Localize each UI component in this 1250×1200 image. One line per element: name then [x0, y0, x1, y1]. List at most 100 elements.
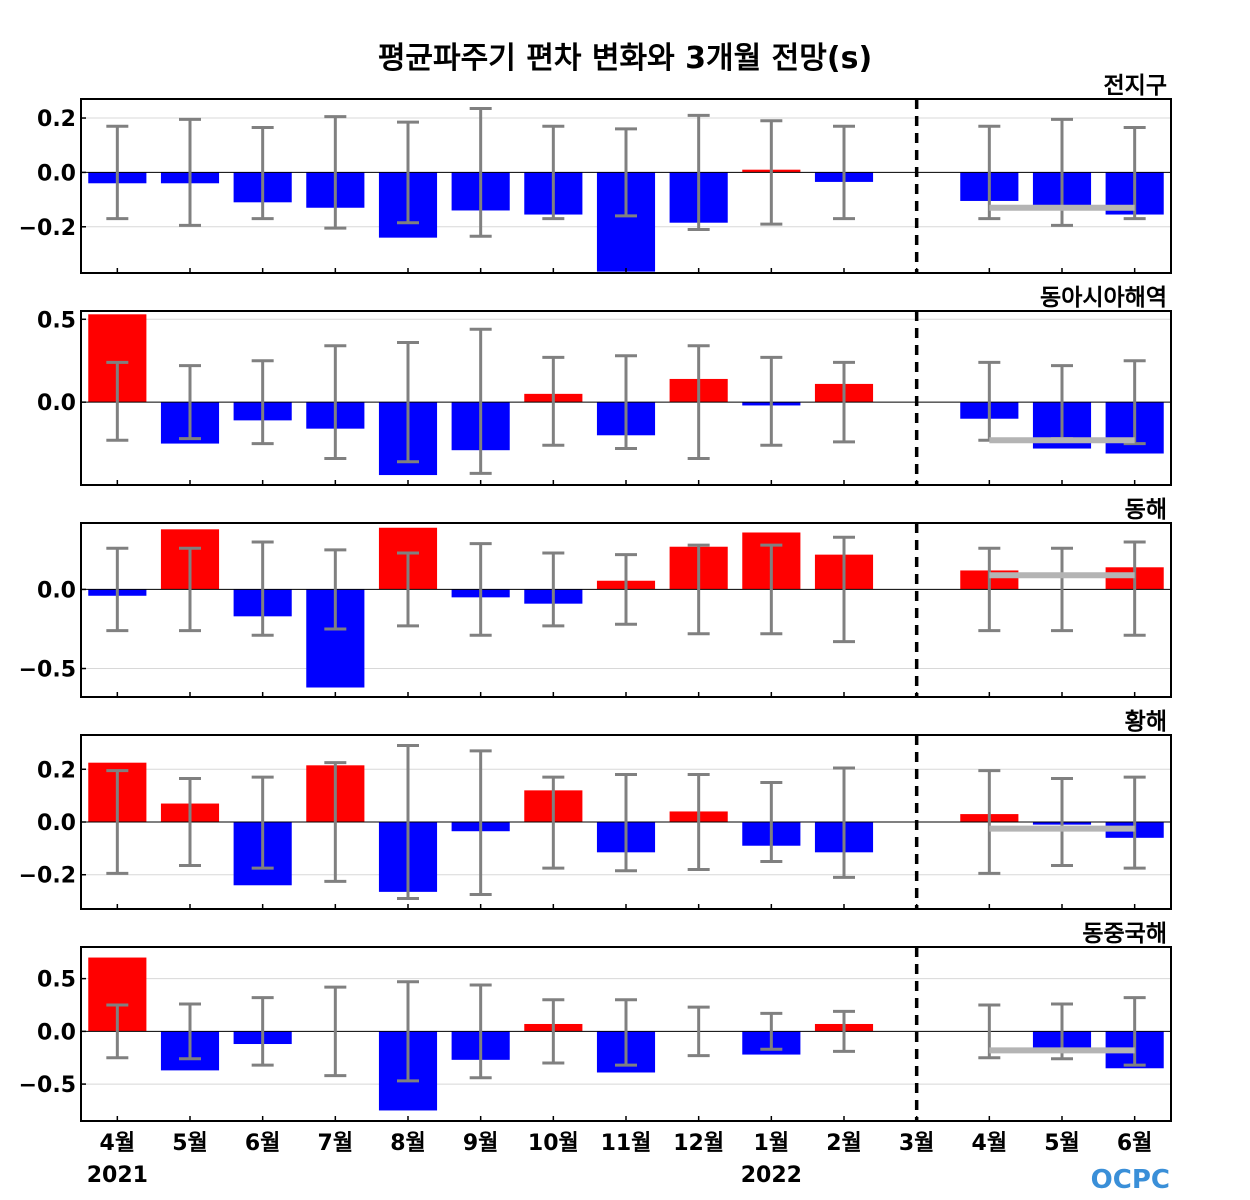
error-bar	[833, 360, 855, 444]
chart-title: 평균파주기 편차 변화와 3개월 전망(s)	[378, 41, 872, 76]
ocpc-logo: OCPC	[1091, 1165, 1170, 1195]
error-bar	[469, 542, 492, 637]
error-bar	[1123, 775, 1146, 870]
panel-frame	[80, 734, 1172, 910]
error-bar	[469, 983, 492, 1080]
x-tick-label: 6월	[245, 1131, 281, 1156]
error-bar	[978, 546, 1001, 633]
error-bar	[106, 124, 129, 221]
error-bar	[251, 775, 274, 870]
y-tick-label: 0.0	[37, 161, 76, 186]
error-bar	[1051, 777, 1073, 867]
error-bar	[397, 340, 419, 464]
panel-1: 0.2 0.0 −0.2 전지구	[19, 73, 1172, 274]
y-tick-label: 0.0	[37, 1020, 76, 1045]
panel-label: 동중국해	[1082, 921, 1167, 947]
error-bar	[1123, 996, 1146, 1067]
x-tick-label: 11월	[601, 1131, 652, 1156]
panel-frame	[80, 522, 1172, 698]
panel-frame	[80, 946, 1172, 1122]
error-bar	[324, 344, 347, 460]
error-bar	[469, 749, 492, 896]
x-tick-label: 12월	[673, 1131, 724, 1156]
x-tick-label: 4월	[100, 1131, 136, 1156]
y-tick-label: −0.2	[19, 216, 76, 241]
y-tick-label: 0.5	[37, 308, 76, 333]
x-tick-label: 6월	[1117, 1131, 1153, 1156]
error-bar	[615, 998, 637, 1067]
error-bar	[397, 980, 419, 1083]
error-bar	[615, 354, 637, 451]
year-label: 2021	[87, 1163, 148, 1188]
y-tick-label: 0.0	[37, 391, 76, 416]
error-bar	[397, 744, 419, 900]
error-bar	[687, 773, 710, 871]
error-bar	[179, 364, 201, 441]
error-bar	[687, 113, 710, 231]
error-bar	[542, 775, 565, 870]
error-bar	[106, 769, 129, 875]
error-bar	[542, 124, 565, 221]
x-tick-label: 10월	[528, 1131, 579, 1156]
y-tick-label: 0.0	[37, 811, 76, 836]
error-bar	[106, 1003, 129, 1060]
y-tick-label: 0.0	[37, 578, 76, 603]
error-bar	[251, 996, 274, 1067]
error-bar	[833, 124, 855, 221]
error-bar	[324, 548, 347, 631]
error-bar	[542, 551, 565, 628]
panel-3: 0.0 −0.5 동해	[19, 497, 1172, 698]
x-axis: 4월 5월 6월 7월 8월 9월 10월 11월 12월 1월 2월 3월 4월 5월 6월 2021 202…	[87, 1131, 1153, 1188]
panel-label: 전지구	[1104, 73, 1167, 99]
error-bar	[760, 1011, 783, 1051]
error-bar	[760, 543, 783, 636]
year-label: 2022	[741, 1163, 802, 1188]
panel-label: 황해	[1125, 709, 1167, 735]
error-bar	[397, 551, 419, 628]
y-tick-label: −0.5	[19, 1073, 76, 1098]
x-tick-label: 5월	[1044, 1131, 1080, 1156]
error-bar	[251, 359, 274, 446]
error-bar	[251, 126, 274, 221]
error-bar	[324, 115, 347, 230]
y-tick-label: −0.5	[19, 658, 76, 683]
error-bar	[687, 344, 710, 460]
panel-frame	[80, 310, 1172, 486]
error-bar	[760, 780, 783, 864]
error-bar	[760, 119, 783, 226]
error-bar	[978, 360, 1001, 442]
x-tick-label: 5월	[172, 1131, 208, 1156]
panels: 0.2 0.0 −0.2 전지구 0.5 0.0 동아시아해역 0.0 −0.5 동해 0.2 0.0…	[19, 73, 1172, 1122]
error-bar	[615, 773, 637, 873]
error-bar	[978, 769, 1001, 875]
x-tick-label: 1월	[754, 1131, 790, 1156]
error-bar	[106, 360, 129, 442]
error-bar	[1051, 546, 1073, 633]
error-bar	[615, 127, 637, 218]
x-tick-label: 4월	[972, 1131, 1008, 1156]
error-bar	[833, 535, 855, 644]
x-tick-label: 7월	[318, 1131, 354, 1156]
error-bar	[324, 761, 347, 883]
y-tick-label: −0.2	[19, 864, 76, 889]
x-tick-label: 9월	[463, 1131, 499, 1156]
error-bar	[542, 355, 565, 447]
error-bar	[687, 1005, 710, 1058]
error-bar	[978, 124, 1001, 221]
y-tick-label: 0.2	[37, 758, 76, 783]
error-bar	[179, 117, 201, 227]
error-bar	[106, 546, 129, 633]
error-bar	[469, 107, 492, 238]
x-tick-label: 8월	[390, 1131, 426, 1156]
error-bar	[542, 998, 565, 1065]
error-bar	[324, 985, 347, 1078]
x-tick-label: 3월	[899, 1131, 935, 1156]
error-bar	[1123, 540, 1146, 637]
error-bar	[687, 543, 710, 636]
error-bar	[1123, 126, 1146, 221]
error-bar	[179, 777, 201, 867]
panel-5: 0.5 0.0 −0.5 동중국해	[19, 921, 1172, 1122]
error-bar	[760, 355, 783, 447]
error-bar	[615, 553, 637, 626]
